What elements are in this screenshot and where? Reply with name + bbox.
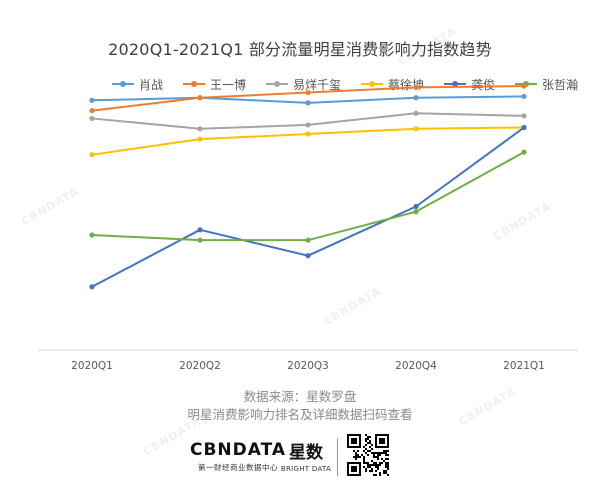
legend-label: 张哲瀚 (542, 77, 579, 92)
footer-divider (337, 438, 338, 476)
data-source-text: 数据来源：星数罗盘 (243, 389, 357, 404)
data-point (521, 113, 527, 119)
legend-label: 易烊千玺 (293, 77, 342, 92)
data-point (413, 203, 419, 210)
data-point (197, 227, 203, 233)
data-point (89, 97, 95, 103)
chart-legend: 肖战 王一博 易烊千玺 蔡徐坤 龚俊 张哲瀚 (112, 74, 598, 94)
data-point (305, 100, 311, 106)
data-point (413, 110, 419, 116)
data-point (89, 108, 95, 114)
data-point (305, 253, 311, 259)
legend-item: 张哲瀚 (515, 76, 578, 93)
cbndata-logo: CBNDATA 第一财经商业数据中心 (188, 440, 288, 473)
cbndata-logo-text: CBNDATA (189, 440, 287, 460)
legend-label: 肖战 (139, 77, 164, 92)
x-tick-label: 2020Q4 (395, 360, 437, 372)
legend-item: 肖战 (112, 76, 163, 93)
cbndata-logo-subtitle: 第一财经商业数据中心 (198, 463, 278, 472)
legend-swatch (112, 77, 134, 91)
series-line (91, 151, 525, 242)
x-tick-label: 2021Q1 (503, 360, 545, 372)
bright-data-logo: 星数 BRIGHT DATA (276, 438, 336, 473)
legend-swatch (361, 77, 384, 91)
data-point (521, 83, 527, 89)
legend-label: 王一博 (210, 77, 247, 92)
data-point (305, 131, 311, 137)
bright-data-logo-text: 星数 (289, 443, 323, 463)
data-point (413, 209, 419, 215)
qr-cta-text: 明星消费影响力排名及详细数据扫码查看 (187, 407, 413, 422)
legend-item: 王一博 (183, 76, 246, 93)
data-point (413, 95, 419, 101)
legend-swatch (266, 77, 289, 91)
data-point (305, 237, 311, 243)
data-point (197, 237, 203, 243)
x-tick-label: 2020Q2 (179, 360, 221, 372)
legend-item: 龚俊 (444, 76, 495, 93)
data-point (305, 122, 311, 128)
data-point (413, 84, 419, 90)
data-point (305, 89, 311, 96)
data-point (197, 95, 203, 101)
data-point (89, 284, 95, 290)
data-point (89, 232, 95, 238)
bright-data-logo-subtitle: BRIGHT DATA (280, 465, 332, 473)
series-line (91, 126, 525, 288)
legend-swatch (515, 77, 538, 91)
qr-code-icon[interactable] (347, 434, 389, 476)
legend-swatch (444, 77, 467, 91)
legend-label: 龚俊 (471, 77, 496, 92)
x-tick-label: 2020Q3 (287, 360, 329, 372)
data-point (521, 149, 527, 155)
x-tick-label: 2020Q1 (71, 360, 113, 372)
data-point (521, 124, 527, 131)
data-point (521, 93, 527, 100)
chart-title: 2020Q1-2021Q1 部分流量明星消费影响力指数趋势 (108, 40, 492, 59)
data-point (89, 152, 95, 158)
data-point (197, 136, 203, 142)
data-point (89, 115, 95, 122)
legend-item: 易烊千玺 (266, 76, 341, 93)
data-point (197, 126, 203, 132)
legend-swatch (183, 77, 206, 91)
data-point (413, 126, 419, 132)
